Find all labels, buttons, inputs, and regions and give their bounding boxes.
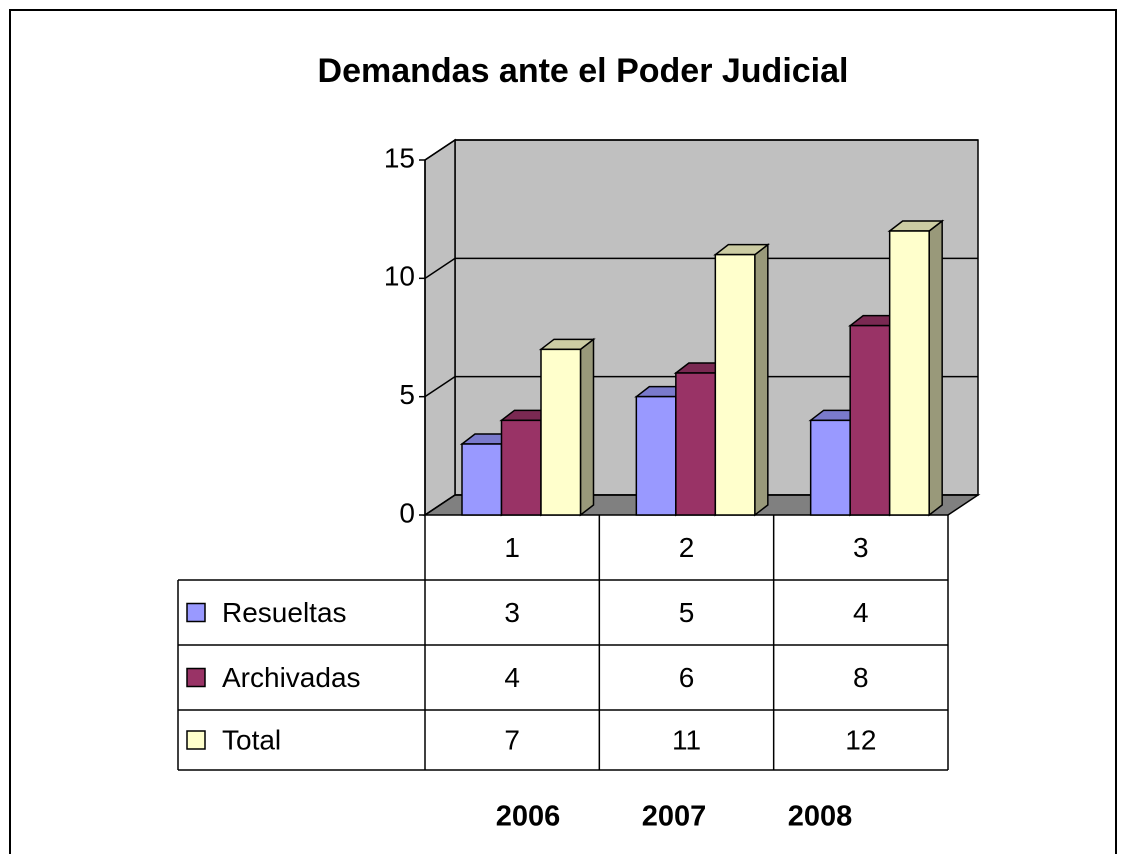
bar-front — [809, 419, 851, 516]
grid-line — [424, 139, 456, 161]
table-value: 3 — [504, 597, 520, 628]
annotation: 2007 — [642, 801, 707, 833]
grid-line — [424, 257, 456, 279]
x-tick-label: 3 — [853, 532, 869, 563]
bar-front — [500, 419, 542, 516]
x-tick-label: 1 — [504, 532, 520, 563]
table-value: 11 — [672, 724, 701, 755]
chart-title: Demandas ante el Poder Judicial — [318, 52, 849, 90]
annotation: 2008 — [788, 801, 853, 833]
legend-label: Archivadas — [222, 662, 361, 693]
table-value: 4 — [853, 597, 869, 628]
grid-line — [424, 494, 456, 516]
bar-side — [928, 219, 943, 517]
legend-swatch — [186, 730, 206, 750]
y-tick-label: 10 — [384, 261, 415, 292]
bar — [887, 219, 945, 517]
x-tick-label: 2 — [679, 532, 695, 563]
bar-front — [635, 395, 677, 516]
table-value: 4 — [504, 662, 520, 693]
table-value: 8 — [853, 662, 869, 693]
grid-line — [424, 376, 456, 398]
annotation: 2006 — [496, 801, 561, 833]
bar-front — [675, 372, 717, 516]
legend-swatch — [186, 667, 206, 688]
legend-swatch — [186, 602, 206, 623]
legend-label: Resueltas — [222, 597, 347, 628]
table-value: 5 — [679, 597, 695, 628]
table-value: 6 — [679, 662, 695, 693]
bar-side — [579, 337, 595, 517]
y-tick-label: 15 — [384, 142, 415, 173]
y-tick-label: 5 — [399, 379, 415, 410]
legend-label: Total — [222, 724, 281, 755]
y-tick-label: 0 — [399, 497, 415, 528]
table-value: 7 — [504, 724, 520, 755]
table-value: 12 — [845, 724, 876, 755]
bar-front — [888, 230, 930, 516]
bar-front — [461, 443, 503, 516]
bar-front — [540, 348, 582, 516]
side-wall — [424, 138, 456, 517]
bar — [538, 337, 596, 517]
bar — [713, 243, 771, 517]
bar-front — [849, 324, 891, 516]
bar-front — [714, 253, 756, 516]
bar-side — [754, 243, 769, 517]
